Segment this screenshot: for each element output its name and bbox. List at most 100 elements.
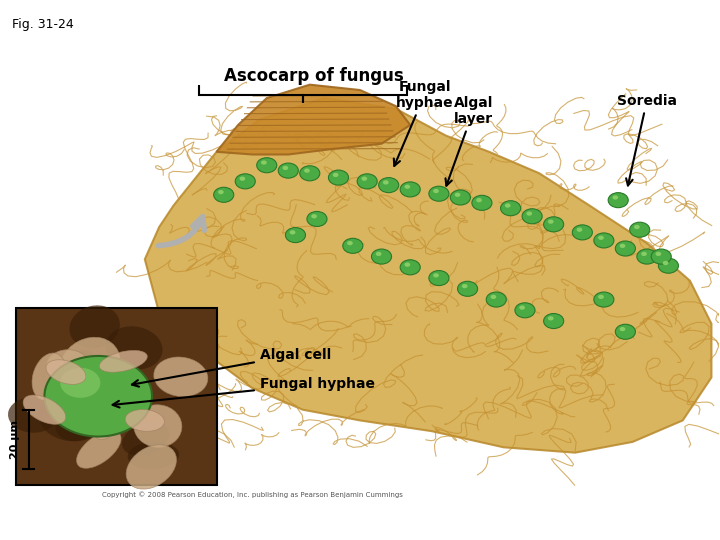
Circle shape — [641, 252, 647, 256]
Ellipse shape — [63, 350, 96, 384]
Ellipse shape — [99, 350, 148, 372]
Circle shape — [526, 212, 532, 216]
Ellipse shape — [47, 350, 91, 384]
Circle shape — [662, 261, 668, 265]
Circle shape — [278, 163, 298, 178]
Circle shape — [311, 214, 317, 218]
Circle shape — [616, 324, 636, 339]
Circle shape — [261, 160, 267, 165]
Ellipse shape — [126, 445, 176, 489]
Circle shape — [379, 178, 399, 193]
Circle shape — [594, 292, 614, 307]
Ellipse shape — [122, 422, 169, 455]
Circle shape — [429, 186, 449, 201]
Circle shape — [515, 303, 535, 318]
Circle shape — [300, 166, 320, 181]
Circle shape — [304, 168, 310, 173]
Circle shape — [400, 260, 420, 275]
Circle shape — [361, 177, 367, 181]
Circle shape — [45, 356, 152, 436]
Ellipse shape — [59, 338, 120, 394]
FancyBboxPatch shape — [16, 308, 217, 485]
Ellipse shape — [154, 357, 208, 396]
Circle shape — [372, 249, 392, 264]
Circle shape — [637, 249, 657, 264]
Circle shape — [572, 225, 593, 240]
Circle shape — [658, 258, 678, 273]
Circle shape — [630, 222, 649, 237]
Circle shape — [544, 217, 564, 232]
Text: Fungal hyphae: Fungal hyphae — [112, 377, 374, 408]
Text: Algal cell: Algal cell — [132, 348, 330, 387]
Ellipse shape — [32, 353, 66, 400]
Circle shape — [505, 204, 510, 208]
Circle shape — [433, 273, 439, 278]
Circle shape — [376, 252, 382, 256]
Circle shape — [490, 295, 496, 299]
Circle shape — [634, 225, 639, 229]
Circle shape — [598, 295, 604, 299]
Circle shape — [257, 158, 276, 173]
Ellipse shape — [94, 376, 137, 440]
Circle shape — [60, 368, 100, 398]
Circle shape — [218, 190, 224, 194]
Circle shape — [333, 173, 338, 177]
Circle shape — [285, 227, 305, 242]
Circle shape — [500, 201, 521, 216]
Ellipse shape — [127, 442, 179, 469]
Circle shape — [429, 271, 449, 286]
Circle shape — [544, 314, 564, 328]
Polygon shape — [145, 98, 711, 453]
Circle shape — [457, 281, 477, 296]
Circle shape — [613, 195, 618, 200]
Circle shape — [451, 190, 470, 205]
Circle shape — [616, 241, 636, 256]
Text: Fungal
hyphae: Fungal hyphae — [394, 80, 454, 166]
Ellipse shape — [69, 306, 120, 348]
Text: Copyright © 2008 Pearson Education, Inc. publishing as Pearson Benjamin Cummings: Copyright © 2008 Pearson Education, Inc.… — [102, 491, 402, 498]
Ellipse shape — [40, 391, 109, 441]
Circle shape — [486, 292, 506, 307]
Circle shape — [405, 185, 410, 189]
Circle shape — [594, 233, 614, 248]
Circle shape — [240, 177, 246, 181]
Circle shape — [405, 262, 410, 267]
Circle shape — [577, 227, 582, 232]
Circle shape — [289, 230, 295, 234]
Circle shape — [433, 189, 439, 193]
Ellipse shape — [46, 360, 86, 384]
Text: Algal
layer: Algal layer — [446, 96, 493, 186]
Circle shape — [347, 241, 353, 245]
Ellipse shape — [125, 409, 164, 431]
Circle shape — [519, 306, 525, 310]
Ellipse shape — [76, 430, 121, 468]
Text: Soredia: Soredia — [617, 94, 677, 186]
Ellipse shape — [23, 395, 66, 424]
Circle shape — [328, 170, 348, 185]
Circle shape — [522, 209, 542, 224]
Text: Ascocarp of fungus: Ascocarp of fungus — [223, 66, 403, 85]
Polygon shape — [217, 85, 410, 154]
Circle shape — [462, 284, 467, 288]
Circle shape — [343, 238, 363, 253]
Text: 20 µm: 20 µm — [10, 420, 20, 458]
Circle shape — [383, 180, 389, 185]
Circle shape — [357, 174, 377, 189]
Circle shape — [620, 327, 626, 331]
Circle shape — [598, 235, 604, 240]
Ellipse shape — [134, 405, 182, 447]
Ellipse shape — [8, 397, 58, 433]
Circle shape — [651, 249, 671, 264]
Circle shape — [472, 195, 492, 211]
Circle shape — [548, 219, 554, 224]
Circle shape — [214, 187, 234, 202]
Circle shape — [400, 182, 420, 197]
Circle shape — [454, 193, 460, 197]
Text: Fig. 31-24: Fig. 31-24 — [12, 17, 74, 30]
Circle shape — [620, 244, 626, 248]
Circle shape — [235, 174, 256, 189]
Circle shape — [608, 193, 629, 208]
Ellipse shape — [55, 412, 96, 441]
Circle shape — [655, 252, 661, 256]
Circle shape — [282, 166, 288, 170]
